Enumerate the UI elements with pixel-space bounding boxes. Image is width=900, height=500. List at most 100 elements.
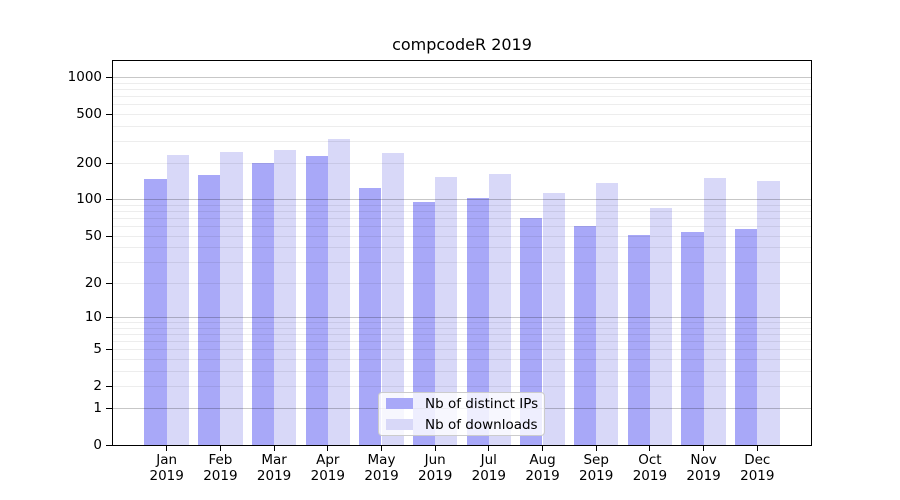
x-tick-label: May 2019 [347,452,417,484]
bar-downloads-jun [435,177,458,445]
y-tick [106,77,112,79]
x-tick [756,446,758,451]
x-tick-label: Apr 2019 [293,452,363,484]
legend-item-ips: Nb of distinct IPs [379,393,544,414]
gridline-minor [113,226,811,227]
y-tick-label: 1000 [67,69,102,86]
y-tick-label: 2 [93,378,102,395]
bar-downloads-aug [542,193,565,445]
gridline-minor [113,262,811,263]
gridline-minor [113,370,811,372]
legend-label-ips: Nb of distinct IPs [425,395,539,412]
bar-ips-jul [466,198,489,445]
y-tick [106,407,112,409]
gridline-minor [113,82,811,84]
gridline-minor [113,327,811,329]
x-tick-month: Oct [638,452,662,468]
bar-downloads-mar [274,150,297,445]
x-tick-month: Aug [529,452,556,468]
x-tick-year: 2019 [310,468,345,484]
chart-title: compcodeR 2019 [392,35,532,54]
y-tick [106,235,112,237]
gridline-minor [113,162,811,164]
gridline-major [113,317,811,318]
x-tick-year: 2019 [471,468,506,484]
x-tick-year: 2019 [686,468,721,484]
y-tick-label: 20 [84,274,102,291]
x-tick [327,446,329,451]
x-tick [219,446,221,451]
x-tick-month: Nov [690,452,717,468]
x-tick-year: 2019 [149,468,184,484]
x-tick-label: Dec 2019 [722,452,792,484]
bar-ips-apr [305,155,328,445]
y-tick-label: 0 [93,436,102,453]
y-tick [106,349,112,351]
gridline-minor [113,341,811,343]
legend: Nb of distinct IPs Nb of downloads [378,392,545,436]
x-tick [703,446,705,451]
y-tick [106,444,112,446]
gridline-minor [113,210,811,212]
x-tick [488,446,490,451]
gridline-minor [113,334,811,335]
bar-ips-mar [251,163,275,445]
legend-item-downloads: Nb of downloads [379,414,544,435]
x-tick-year: 2019 [525,468,560,484]
gridline-minor [113,282,811,284]
x-tick-month: Jul [480,452,497,468]
x-tick-year: 2019 [632,468,668,484]
legend-label-downloads: Nb of downloads [425,416,538,433]
gridline-minor [113,322,811,324]
x-tick-month: Dec [744,452,771,468]
y-tick-label: 200 [76,154,102,171]
x-tick-month: May [367,452,396,468]
gridline-minor [113,114,811,115]
y-tick [106,282,112,284]
gridline-major [113,77,811,79]
bar-downloads-may [381,152,404,445]
y-tick-label: 5 [93,341,102,358]
y-tick [106,317,112,318]
x-tick [381,446,382,451]
x-tick [542,446,543,451]
x-tick-year: 2019 [740,468,775,484]
gridline-minor [113,247,811,249]
x-tick [166,446,168,451]
x-tick-label: Oct 2019 [615,452,685,484]
y-tick-label: 50 [84,227,102,244]
legend-swatch-ips-icon [386,398,413,409]
bar-ips-oct [627,235,650,445]
x-tick-label: Sep 2019 [561,452,631,484]
bar-downloads-sep [596,182,619,445]
x-tick-year: 2019 [364,468,399,484]
y-tick [106,386,112,388]
bar-downloads-dec [757,180,780,445]
x-tick-month: Apr [316,452,340,468]
y-tick-label: 1 [93,399,102,416]
x-tick-month: Jun [424,452,446,468]
x-tick-month: Jan [156,452,178,468]
bar-ips-jan [144,179,167,445]
bar-ips-sep [573,225,597,445]
bar-ips-dec [735,229,758,445]
plot-area: Nb of distinct IPs Nb of downloads [112,60,812,446]
bar-ips-nov [681,232,704,445]
y-tick-label: 10 [84,309,102,325]
x-tick-label: Jul 2019 [454,452,524,484]
bar-downloads-oct [649,208,673,445]
bar-downloads-jul [488,174,512,445]
gridline-major [113,199,811,201]
x-tick-label: Nov 2019 [669,452,739,484]
y-tick [106,114,112,115]
gridline-minor [113,104,811,106]
gridline-minor [113,217,811,219]
bar-ips-aug [520,217,543,445]
x-tick [273,446,275,451]
y-tick [106,162,112,164]
gridline-minor [113,141,811,143]
bar-downloads-jan [166,154,189,445]
x-tick-label: Jan 2019 [132,452,202,484]
bars-layer [113,61,811,445]
